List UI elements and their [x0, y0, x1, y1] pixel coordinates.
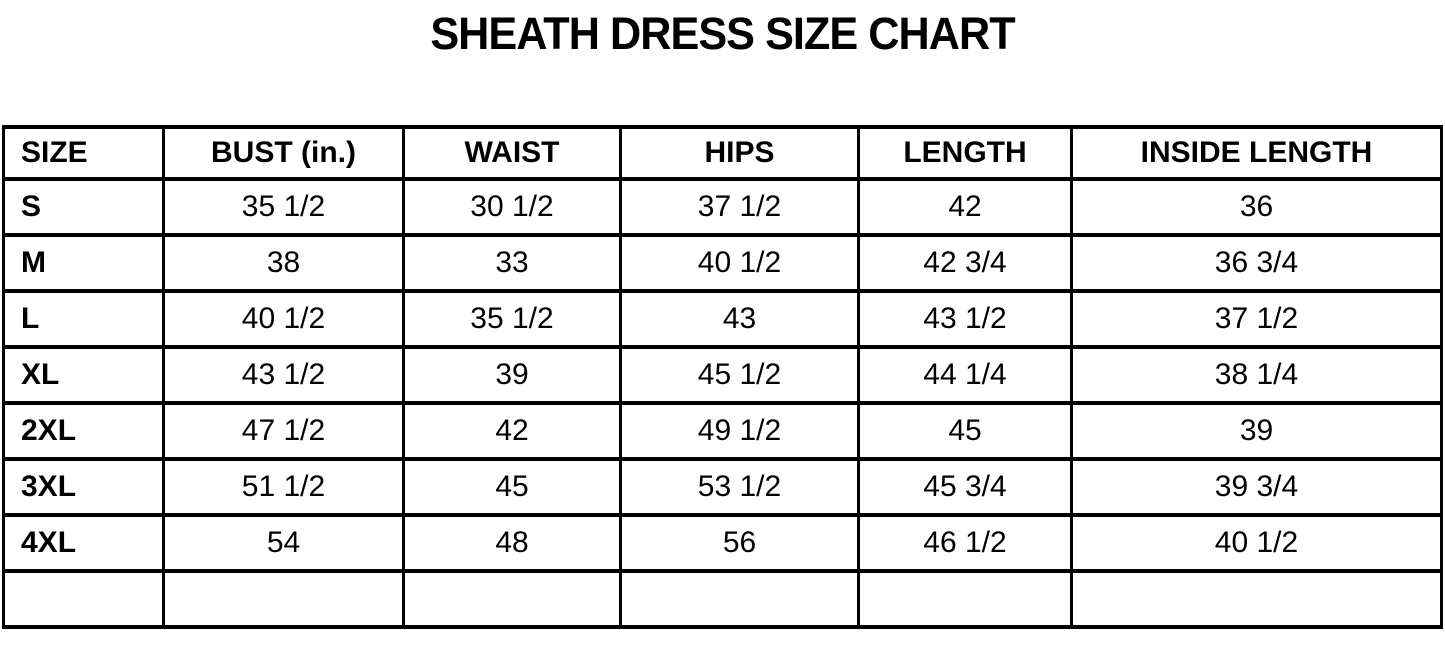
- value-cell: 45: [857, 401, 1073, 461]
- table-row-3xl: 3XL 51 1/2 45 53 1/2 45 3/4 39 3/4: [2, 457, 1443, 517]
- value-cell: 38 1/4: [1070, 345, 1443, 405]
- value-cell: [162, 569, 405, 629]
- value-cell: 45: [402, 457, 622, 517]
- value-cell: 42: [402, 401, 622, 461]
- value-cell: 53 1/2: [619, 457, 860, 517]
- value-cell: 49 1/2: [619, 401, 860, 461]
- table-row-l: L 40 1/2 35 1/2 43 43 1/2 37 1/2: [2, 289, 1443, 349]
- header-cell-bust: BUST (in.): [162, 125, 405, 181]
- value-cell: 37 1/2: [1070, 289, 1443, 349]
- value-cell: 33: [402, 233, 622, 293]
- header-cell-length: LENGTH: [857, 125, 1073, 181]
- value-cell: 56: [619, 513, 860, 573]
- header-cell-waist: WAIST: [402, 125, 622, 181]
- size-cell: 2XL: [2, 401, 165, 461]
- value-cell: 40 1/2: [162, 289, 405, 349]
- value-cell: 38: [162, 233, 405, 293]
- value-cell: 39 3/4: [1070, 457, 1443, 517]
- table-row-m: M 38 33 40 1/2 42 3/4 36 3/4: [2, 233, 1443, 293]
- value-cell: 40 1/2: [1070, 513, 1443, 573]
- value-cell: 54: [162, 513, 405, 573]
- header-cell-hips: HIPS: [619, 125, 860, 181]
- table-header-row: SIZE BUST (in.) WAIST HIPS LENGTH INSIDE…: [2, 125, 1443, 181]
- value-cell: 43 1/2: [857, 289, 1073, 349]
- value-cell: [619, 569, 860, 629]
- value-cell: 43: [619, 289, 860, 349]
- value-cell: 39: [402, 345, 622, 405]
- page-title: SHEATH DRESS SIZE CHART: [430, 8, 1015, 59]
- table-row-4xl: 4XL 54 48 56 46 1/2 40 1/2: [2, 513, 1443, 573]
- size-cell: 4XL: [2, 513, 165, 573]
- header-cell-inside-length: INSIDE LENGTH: [1070, 125, 1443, 181]
- value-cell: 42 3/4: [857, 233, 1073, 293]
- value-cell: 36: [1070, 177, 1443, 237]
- value-cell: 47 1/2: [162, 401, 405, 461]
- size-cell: 3XL: [2, 457, 165, 517]
- table-row-2xl: 2XL 47 1/2 42 49 1/2 45 39: [2, 401, 1443, 461]
- size-cell: S: [2, 177, 165, 237]
- value-cell: 45 1/2: [619, 345, 860, 405]
- value-cell: 51 1/2: [162, 457, 405, 517]
- value-cell: 36 3/4: [1070, 233, 1443, 293]
- table-row-xl: XL 43 1/2 39 45 1/2 44 1/4 38 1/4: [2, 345, 1443, 405]
- value-cell: 39: [1070, 401, 1443, 461]
- value-cell: [1070, 569, 1443, 629]
- value-cell: 46 1/2: [857, 513, 1073, 573]
- size-cell: L: [2, 289, 165, 349]
- value-cell: 37 1/2: [619, 177, 860, 237]
- value-cell: 40 1/2: [619, 233, 860, 293]
- value-cell: 30 1/2: [402, 177, 622, 237]
- size-cell: [2, 569, 165, 629]
- value-cell: 44 1/4: [857, 345, 1073, 405]
- value-cell: 48: [402, 513, 622, 573]
- size-cell: M: [2, 233, 165, 293]
- size-cell: XL: [2, 345, 165, 405]
- value-cell: 35 1/2: [402, 289, 622, 349]
- size-chart-table: SIZE BUST (in.) WAIST HIPS LENGTH INSIDE…: [2, 125, 1443, 629]
- value-cell: 35 1/2: [162, 177, 405, 237]
- table-row-empty: [2, 569, 1443, 629]
- table-row-s: S 35 1/2 30 1/2 37 1/2 42 36: [2, 177, 1443, 237]
- value-cell: [857, 569, 1073, 629]
- value-cell: 45 3/4: [857, 457, 1073, 517]
- header-cell-size: SIZE: [2, 125, 165, 181]
- value-cell: [402, 569, 622, 629]
- value-cell: 43 1/2: [162, 345, 405, 405]
- value-cell: 42: [857, 177, 1073, 237]
